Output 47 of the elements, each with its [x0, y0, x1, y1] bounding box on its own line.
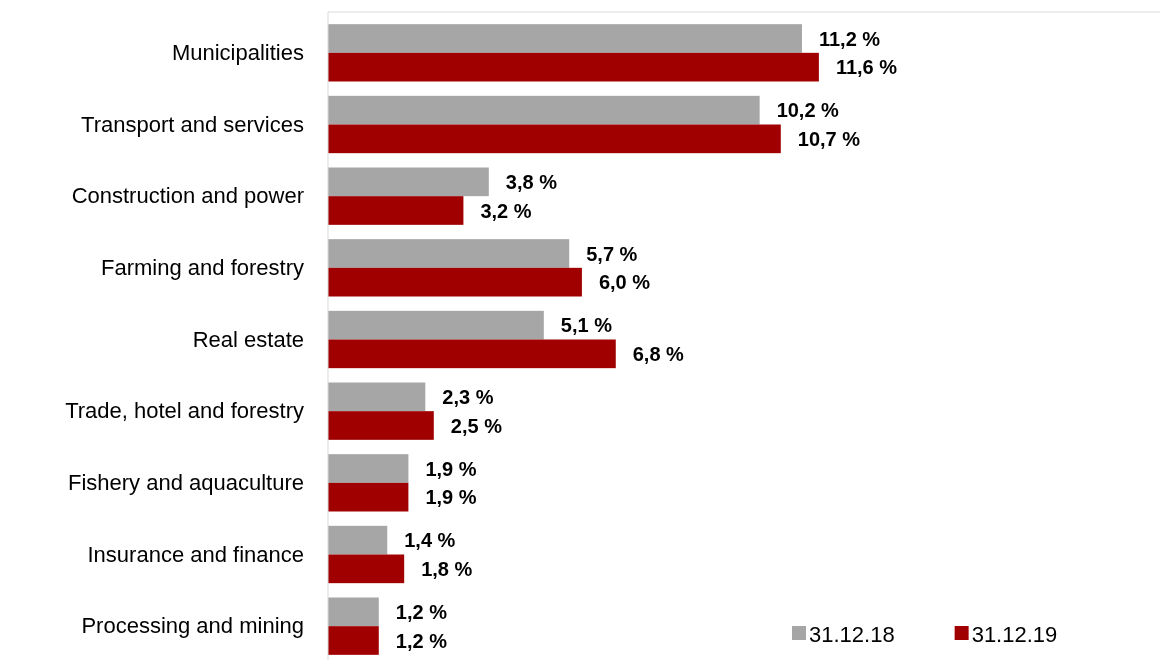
legend-label: 31.12.18: [809, 621, 895, 647]
data-label: 5,1 %: [560, 314, 613, 337]
bar: [328, 267, 582, 297]
data-label: 1,9 %: [425, 486, 477, 509]
y-tick-label: Fishery and aquaculture: [67, 469, 304, 495]
bar: [328, 196, 464, 225]
data-label: 1,8 %: [421, 557, 473, 580]
data-label: 10,2 %: [776, 99, 840, 122]
bar: [328, 382, 426, 412]
data-label: 3,2 %: [480, 199, 532, 222]
bar: [328, 626, 379, 655]
data-label: 5,7 %: [586, 242, 638, 265]
y-tick-label: Trade, hotel and forestry: [65, 398, 304, 424]
data-label: 3,8 %: [505, 170, 558, 193]
bar: [328, 52, 819, 82]
y-tick-label: Insurance and finance: [87, 541, 304, 567]
y-tick-label: Processing and mining: [81, 613, 304, 639]
y-tick-label: Construction and power: [71, 183, 304, 209]
y-tick-label: Municipalities: [171, 39, 304, 65]
data-label: 6,8 %: [632, 342, 685, 365]
legend-label: 31.12.19: [971, 621, 1058, 647]
bar: [328, 95, 760, 125]
bar: [328, 411, 434, 440]
data-label: 2,5 %: [450, 414, 503, 437]
bar: [328, 124, 781, 154]
y-tick-label: Real estate: [192, 326, 304, 352]
bar: [328, 554, 405, 584]
bar: [328, 310, 544, 340]
y-tick-label: Transport and services: [81, 111, 304, 137]
bar: [328, 454, 409, 483]
data-label: 6,0 %: [598, 271, 651, 294]
data-label: 11,2 %: [818, 27, 881, 50]
data-label: 10,7 %: [797, 127, 861, 150]
data-label: 11,6 %: [835, 56, 898, 79]
bar: [328, 339, 616, 369]
bar: [328, 167, 489, 197]
data-label: 1,2 %: [395, 600, 448, 623]
bar: [328, 482, 409, 512]
y-tick-label: Farming and forestry: [101, 254, 304, 280]
data-label: 1,9 %: [425, 457, 477, 480]
bar: [328, 597, 379, 627]
bar: [328, 24, 802, 53]
data-label: 1,2 %: [395, 629, 448, 652]
data-label: 2,3 %: [442, 385, 494, 408]
bar: [328, 239, 570, 268]
data-label: 1,4 %: [404, 529, 456, 552]
bar: [328, 525, 388, 555]
